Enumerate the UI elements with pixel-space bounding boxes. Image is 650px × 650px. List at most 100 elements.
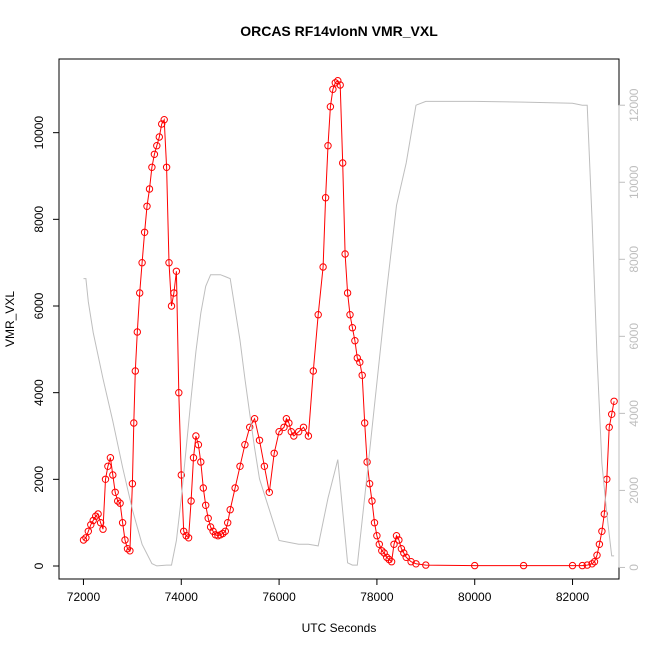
y2-tick-label: 6000	[627, 323, 641, 350]
series-1-point	[358, 371, 366, 379]
series-1-point	[422, 561, 430, 569]
series-1-point	[519, 561, 528, 570]
series-1-point	[287, 428, 295, 436]
series-1-point	[150, 150, 159, 159]
series-1-point	[226, 506, 234, 514]
series-1-point	[353, 354, 361, 362]
series-1-point	[89, 516, 97, 525]
series-1-point	[241, 441, 249, 449]
series-1-point	[82, 534, 90, 542]
series-1-point	[334, 77, 342, 85]
y-tick-label: 2000	[32, 466, 46, 493]
series-1-point	[255, 436, 264, 444]
series-1-point	[148, 163, 156, 172]
series-1-point	[383, 553, 391, 561]
series-1-point	[270, 449, 278, 457]
y-tick-label: 4000	[32, 379, 46, 406]
series-1-point	[380, 549, 388, 557]
series-1-point	[375, 540, 383, 548]
series-1-point	[184, 534, 193, 542]
y-axis: 0 2000 4000 6000 8000 10000	[32, 116, 60, 569]
series-1-point	[158, 120, 166, 128]
series-1-point	[116, 499, 124, 507]
series-1-point	[608, 410, 616, 418]
series-1-point	[336, 81, 344, 89]
series-1-point	[304, 432, 313, 440]
series-1-point	[319, 263, 327, 271]
series-1-point	[324, 142, 332, 150]
y-tick-label: 6000	[32, 292, 46, 319]
series-1-point	[392, 532, 401, 540]
series-1-point	[299, 423, 308, 431]
y-tick-label: 10000	[32, 116, 46, 150]
series-1-point	[397, 545, 406, 553]
x-tick-label: 74000	[165, 590, 199, 604]
y2-tick-label: 4000	[627, 400, 641, 427]
series-1-point	[290, 432, 298, 440]
chart-title: ORCAS RF14vlonN VMR_VXL	[240, 23, 438, 39]
series-1-point	[177, 471, 186, 479]
series-1-point	[390, 540, 398, 548]
series-1-point	[121, 536, 129, 544]
plot-box	[58, 58, 620, 580]
series-1-point	[170, 289, 178, 297]
series-1-point	[109, 471, 117, 479]
series-1-point	[600, 510, 608, 518]
series-1-point	[131, 367, 140, 375]
series-1-point	[194, 441, 203, 449]
series-layer	[79, 77, 618, 570]
series-1-point	[387, 558, 396, 566]
series-1-point	[471, 561, 479, 570]
series-1-point	[138, 259, 146, 267]
series-1-point	[182, 532, 190, 540]
series-1-point	[221, 527, 230, 535]
series-1-point	[126, 547, 134, 555]
series-1-point	[111, 488, 119, 496]
series-1-point	[104, 462, 112, 470]
series-1-point	[79, 536, 88, 544]
series-1-point	[595, 540, 604, 548]
series-1-point	[187, 497, 195, 505]
series-1-point	[197, 458, 205, 466]
series-1-point	[101, 475, 110, 483]
series-1-point	[189, 454, 198, 462]
series-1-point	[593, 551, 601, 559]
y2-tick-label: 10000	[627, 165, 641, 199]
y2-tick-label: 0	[627, 564, 641, 571]
series-1-point	[106, 454, 115, 462]
x-axis-label: UTC Seconds	[302, 621, 377, 635]
series-1-point	[329, 85, 337, 94]
series-1-point	[260, 462, 269, 470]
series-1-point	[175, 389, 183, 397]
x-tick-label: 78000	[360, 590, 394, 604]
series-1-point	[192, 432, 200, 440]
series-1-point	[326, 103, 335, 111]
series-1-point	[280, 423, 288, 431]
series-1-point	[265, 488, 273, 496]
series-1-point	[331, 79, 339, 87]
series-1-point	[128, 480, 137, 488]
series-1-point	[165, 259, 173, 267]
x-tick-label: 72000	[67, 590, 101, 604]
series-1-point	[339, 159, 347, 167]
series-1-point	[92, 512, 100, 520]
series-1-point	[155, 133, 164, 141]
series-1-point	[285, 419, 293, 427]
series-1-point	[153, 142, 161, 150]
x-tick-label: 80000	[458, 590, 492, 604]
series-1-point	[363, 458, 371, 466]
series-1-point	[590, 558, 599, 566]
series-1-point	[407, 558, 415, 566]
series-1-point	[275, 428, 283, 436]
series-1-point	[373, 532, 381, 540]
series-1-point	[568, 561, 577, 570]
series-1-point	[199, 484, 208, 492]
x-tick-label: 82000	[556, 590, 590, 604]
series-1-point	[321, 194, 330, 202]
series-1-point	[412, 560, 420, 568]
y2-tick-label: 8000	[627, 246, 641, 273]
series-1-point	[123, 545, 132, 553]
series-1-point	[395, 536, 403, 544]
series-1-point	[118, 519, 127, 527]
